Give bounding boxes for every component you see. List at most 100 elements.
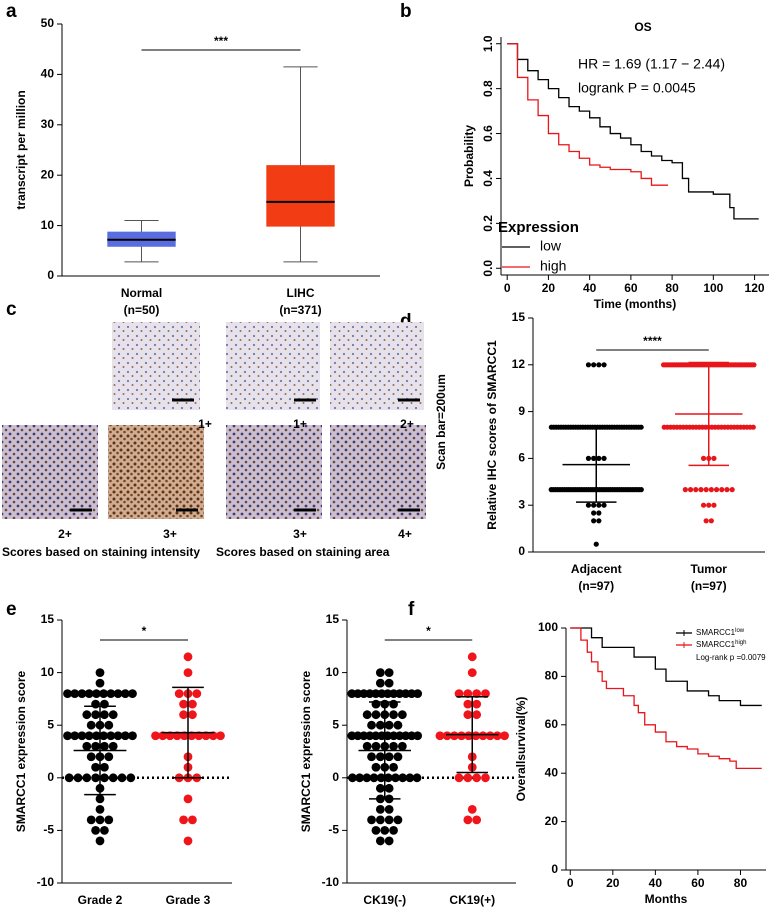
x-tick-label: Adjacent [571,562,622,576]
dot [375,668,385,677]
score-label: 1+ [293,417,307,431]
significance-label: * [142,624,147,638]
y-tick-label: -5 [43,823,54,837]
dot [100,710,109,720]
legend-label: high [540,258,566,274]
legend-name: SMARCC1 [696,628,736,637]
dot [108,741,118,751]
dot [371,710,381,720]
dot-group [367,815,403,825]
dot [601,502,607,508]
legend-label: SMARCC1high [696,640,746,650]
y-tick-label: 50 [41,16,55,30]
micrograph [112,322,200,410]
dot [384,752,394,762]
y-tick-label: 20 [41,167,55,181]
y-tick-label: 15 [41,612,55,626]
dot [151,731,160,741]
dot [100,762,109,772]
dot-group [183,652,193,662]
dot [70,689,80,699]
survival-curve [507,43,668,186]
dot [108,710,118,720]
dot [84,689,94,699]
y-tick-label: 6 [518,451,525,465]
dot [481,689,490,699]
dot-group [467,668,477,677]
dot [362,773,372,783]
dot [113,731,123,741]
dot [384,678,394,688]
dot [389,741,398,751]
score-label: 2+ [400,417,414,431]
dot [91,773,100,783]
dot [457,731,466,741]
dot [472,773,482,783]
dot [693,487,699,493]
y-tick-label: 3 [518,497,525,511]
dot [591,362,597,368]
dot-group [183,668,193,677]
dot [397,710,407,720]
x-tick-label: (n=371) [279,303,321,317]
micrographs [2,322,426,519]
dot [194,731,204,741]
y-tick-label: 0 [47,770,54,784]
dot [126,773,136,783]
x-tick-label: 0 [504,281,511,295]
dot [706,502,712,508]
dot [380,826,390,835]
dot-group [375,804,394,814]
y-tick-label: 20 [545,814,559,828]
x-tick-label: Tumor [691,562,728,576]
x-tick-label: (n=50) [124,303,160,317]
dot-group [682,487,735,493]
dot [596,502,602,508]
dot-group [91,762,109,772]
dot-group [548,487,644,493]
dot [384,815,394,825]
dot [375,678,385,688]
dot [463,773,473,783]
dot [472,815,482,825]
dot [120,689,130,699]
score-label: 3+ [163,527,177,541]
legend-title: Expression [498,219,579,236]
dot [412,773,422,783]
chart-title: OS [634,20,651,34]
y-tick-label: 40 [545,765,559,779]
dot-group [435,731,509,741]
dot [371,762,381,772]
dot [179,699,189,709]
micrograph [2,425,98,519]
dot [355,773,365,783]
micrograph [330,322,424,410]
dot [73,773,83,783]
legend-superscript: low [735,628,745,634]
dot [384,783,394,793]
dot [413,689,423,699]
dot [719,487,725,493]
y-axis-label: Relative IHC scores of SMARCC1 [485,340,499,530]
dot [713,487,720,493]
dot [95,794,105,804]
dot [384,668,394,677]
dot [82,741,92,751]
dot [375,815,385,825]
survival-curve [507,43,759,220]
panel-letter: b [400,1,412,22]
y-tick-label: 0.0 [481,260,495,277]
dot-group [362,741,407,751]
dot [95,804,105,814]
x-tick-label: 80 [665,281,679,295]
dot [183,668,193,677]
dot-group [82,710,118,720]
dot [383,773,393,783]
y-tick-label: 5 [47,717,54,731]
dot-group [375,836,394,846]
y-tick-label: 15 [512,310,526,324]
dot [63,731,72,741]
dot [591,510,597,516]
dot [106,689,116,699]
dot [375,804,385,814]
